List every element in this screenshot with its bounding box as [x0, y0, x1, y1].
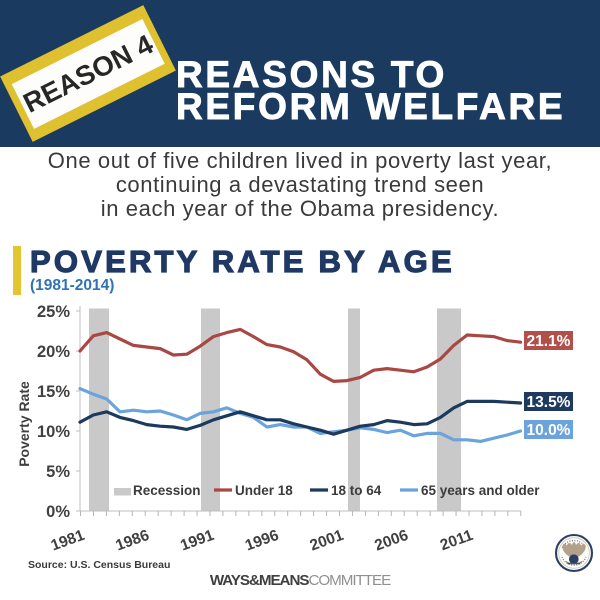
svg-text:65 years and older: 65 years and older	[421, 483, 540, 498]
svg-text:2001: 2001	[308, 527, 347, 555]
svg-text:2011: 2011	[438, 527, 476, 555]
svg-text:Under 18: Under 18	[235, 483, 293, 498]
svg-text:15%: 15%	[37, 383, 70, 401]
svg-text:21.1%: 21.1%	[527, 333, 571, 350]
svg-text:Poverty Rate: Poverty Rate	[16, 381, 32, 467]
svg-text:2006: 2006	[372, 527, 411, 555]
svg-text:1996: 1996	[243, 527, 282, 555]
svg-text:1981: 1981	[49, 527, 88, 555]
svg-text:Recession: Recession	[133, 483, 201, 498]
svg-text:25%: 25%	[37, 303, 70, 321]
svg-text:13.5%: 13.5%	[527, 394, 571, 411]
svg-text:5%: 5%	[46, 463, 70, 481]
svg-text:18 to 64: 18 to 64	[331, 483, 382, 498]
svg-text:10.0%: 10.0%	[527, 422, 571, 439]
svg-text:1986: 1986	[113, 527, 152, 555]
svg-text:10%: 10%	[37, 423, 70, 441]
svg-text:0%: 0%	[46, 503, 70, 521]
svg-text:20%: 20%	[37, 343, 70, 361]
svg-text:1991: 1991	[178, 527, 217, 555]
